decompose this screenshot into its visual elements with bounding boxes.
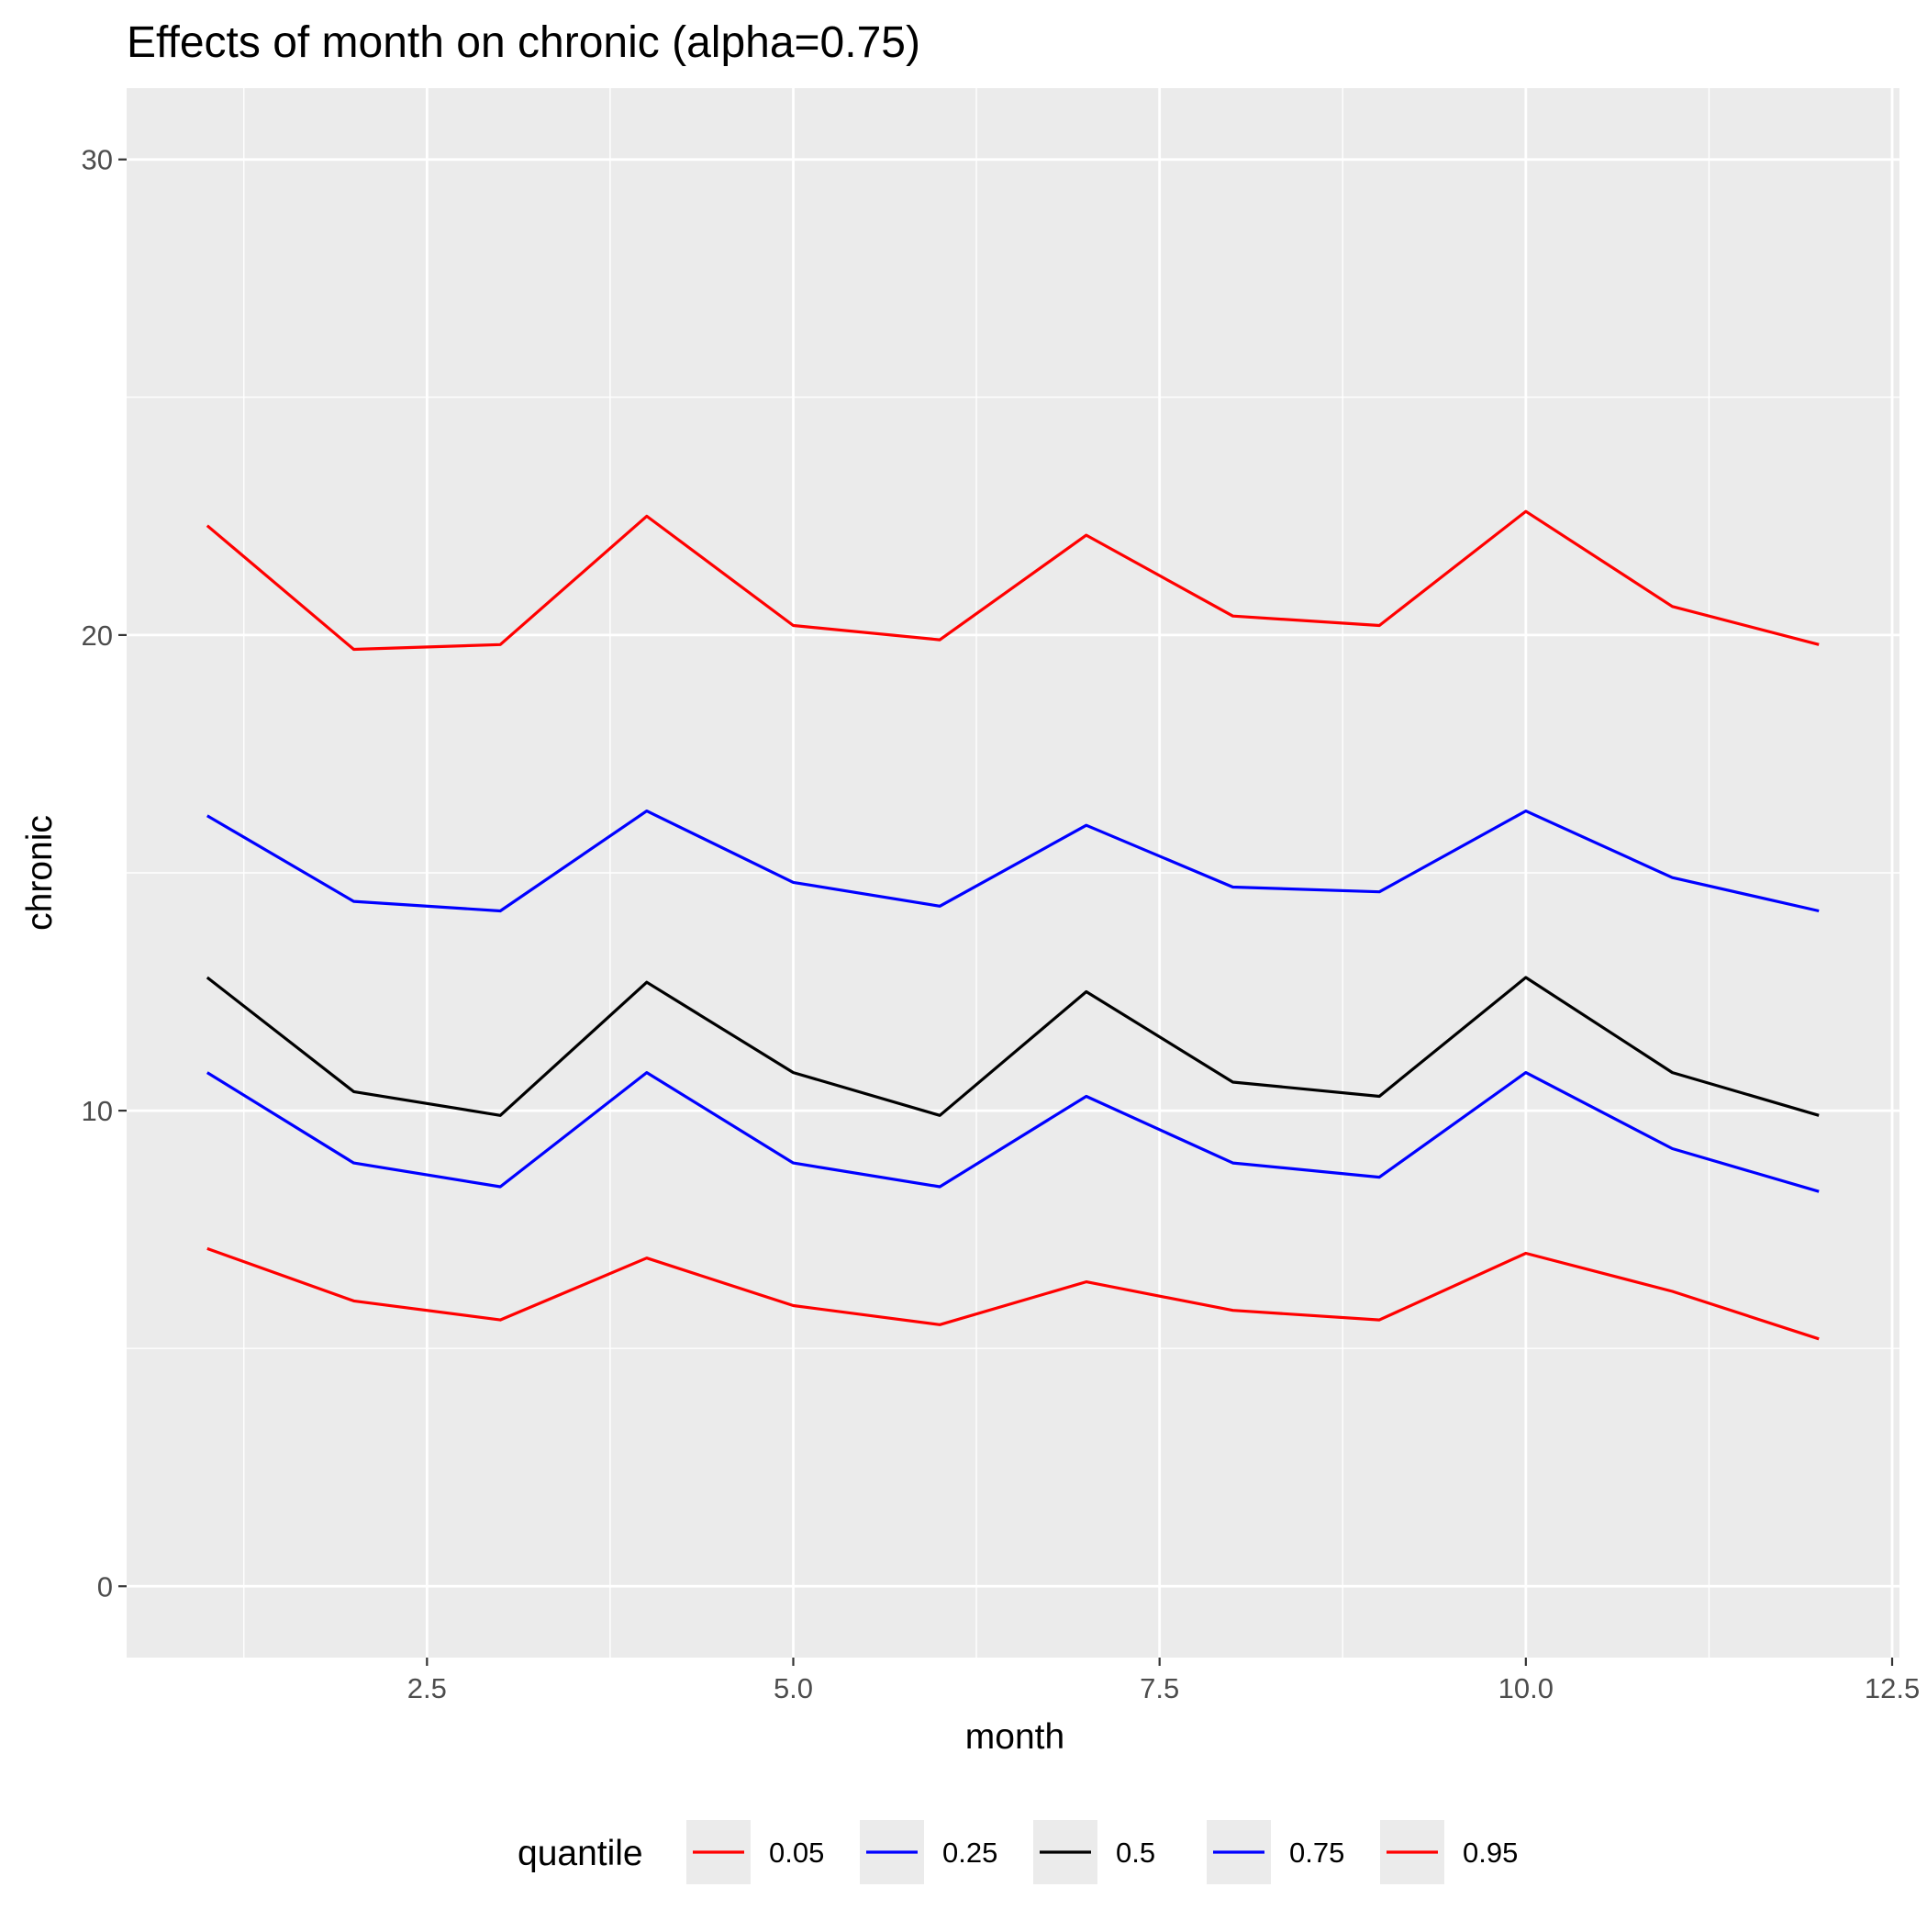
x-tick-label: 2.5	[407, 1672, 447, 1704]
chart-title: Effects of month on chronic (alpha=0.75)	[127, 18, 920, 67]
x-tick-label: 12.5	[1865, 1672, 1920, 1704]
plot-panel	[127, 88, 1899, 1658]
legend: quantile 0.05 0.25 0.5 0.75 0.95	[518, 1820, 1518, 1884]
series-line-0-25	[206, 1070, 1820, 1193]
series-line-0-75	[206, 809, 1820, 913]
axes: 0 10 20 30 2.5 5.0 7.5 10.0 12.5	[82, 144, 1921, 1704]
series-line-0-5	[206, 976, 1820, 1117]
y-axis-title: chronic	[20, 815, 60, 931]
y-tick-label: 10	[82, 1095, 113, 1127]
legend-label: 0.5	[1116, 1837, 1155, 1869]
legend-title: quantile	[518, 1834, 643, 1873]
legend-label: 0.05	[769, 1837, 824, 1869]
legend-label: 0.75	[1289, 1837, 1344, 1869]
x-tick-label: 7.5	[1140, 1672, 1179, 1704]
legend-label: 0.25	[942, 1837, 997, 1869]
x-tick-label: 10.0	[1498, 1672, 1554, 1704]
x-axis-title: month	[965, 1717, 1064, 1757]
y-tick-label: 20	[82, 620, 113, 652]
series-line-0-95	[206, 509, 1820, 652]
y-tick-label: 0	[97, 1570, 113, 1603]
x-tick-label: 5.0	[774, 1672, 813, 1704]
y-tick-label: 30	[82, 144, 113, 176]
series-lines	[206, 509, 1820, 1341]
series-line-0-05	[206, 1246, 1820, 1341]
legend-label: 0.95	[1463, 1837, 1518, 1869]
